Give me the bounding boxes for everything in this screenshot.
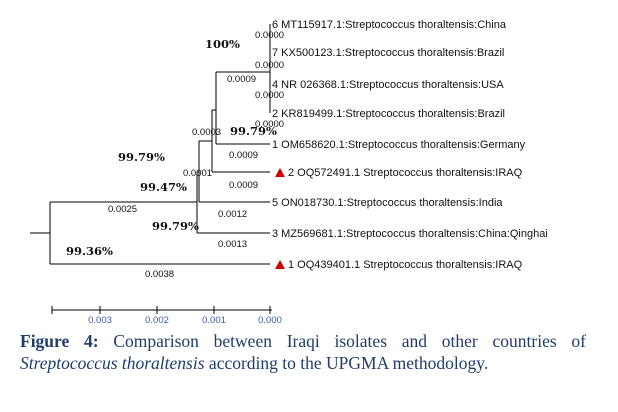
species-name: Streptococcus thoraltensis xyxy=(20,353,205,373)
scale-label: 0.002 xyxy=(145,315,169,326)
branch-length-labels: 0.0000 0.0000 0.0000 0.0000 0.0009 0.000… xyxy=(108,30,284,280)
scale-label: 0.003 xyxy=(88,315,112,326)
branch-length: 0.0000 xyxy=(255,119,284,130)
branch-length: 0.0009 xyxy=(229,150,258,161)
bootstrap-value: 99.79% xyxy=(152,219,199,233)
leaf-labels: 6 MT115917.1:Streptococcus thoraltensis:… xyxy=(272,19,548,271)
branch-length: 0.0009 xyxy=(227,74,256,85)
scale-bar: 0.003 0.002 0.001 0.000 xyxy=(51,306,282,326)
leaf-label: 2 KR819499.1:Streptococcus thoraltensis:… xyxy=(272,108,505,120)
leaf-label: 6 MT115917.1:Streptococcus thoraltensis:… xyxy=(272,19,507,31)
leaf-label: 2 OQ572491.1 Streptococcus thoraltensis:… xyxy=(288,167,523,179)
branch-length: 0.0003 xyxy=(192,127,221,138)
caption-text: according to the UPGMA methodology. xyxy=(204,353,489,373)
branch-length: 0.0000 xyxy=(255,30,284,41)
phylogenetic-tree: 6 MT115917.1:Streptococcus thoraltensis:… xyxy=(30,19,548,326)
leaf-label: 7 KX500123.1:Streptococcus thoraltensis:… xyxy=(272,47,504,59)
figure-label: Figure 4: xyxy=(20,331,99,351)
bootstrap-value: 99.36% xyxy=(66,244,113,258)
leaf-label: 4 NR 026368.1:Streptococcus thoraltensis… xyxy=(272,79,504,91)
scale-label: 0.001 xyxy=(202,315,226,326)
bootstrap-value: 99.79% xyxy=(230,124,277,138)
branch-length: 0.0009 xyxy=(229,180,258,191)
leaf-label: 1 OQ439401.1 Streptococcus thoraltensis:… xyxy=(288,259,523,271)
branch-length: 0.0013 xyxy=(218,239,247,250)
branch-length: 0.0000 xyxy=(255,60,284,71)
bootstrap-value: 99.79% xyxy=(118,150,165,164)
iraq-marker-triangle-icon xyxy=(275,260,285,269)
branch-length: 0.0001 xyxy=(183,168,212,179)
scale-label: 0.000 xyxy=(258,315,282,326)
leaf-label: 1 OM658620.1:Streptococcus thoraltensis:… xyxy=(272,139,526,151)
bootstrap-value: 99.47% xyxy=(140,180,187,194)
figure-caption: Figure 4: Comparison between Iraqi isola… xyxy=(20,330,586,374)
leaf-label: 5 ON018730.1:Streptococcus thoraltensis:… xyxy=(272,197,503,209)
branch-length: 0.0025 xyxy=(108,204,137,215)
branch-length: 0.0038 xyxy=(145,269,174,280)
iraq-marker-triangle-icon xyxy=(275,168,285,177)
bootstrap-labels: 100% 99.79% 99.79% 99.47% 99.79% 99.36% xyxy=(66,37,277,258)
leaf-label: 3 MZ569681.1:Streptococcus thoraltensis:… xyxy=(272,228,548,240)
bootstrap-value: 100% xyxy=(205,37,240,51)
caption-text: Comparison between Iraqi isolates and ot… xyxy=(98,331,586,351)
branch-length: 0.0012 xyxy=(218,209,247,220)
branch-length: 0.0000 xyxy=(255,90,284,101)
tree-branches xyxy=(30,24,271,265)
